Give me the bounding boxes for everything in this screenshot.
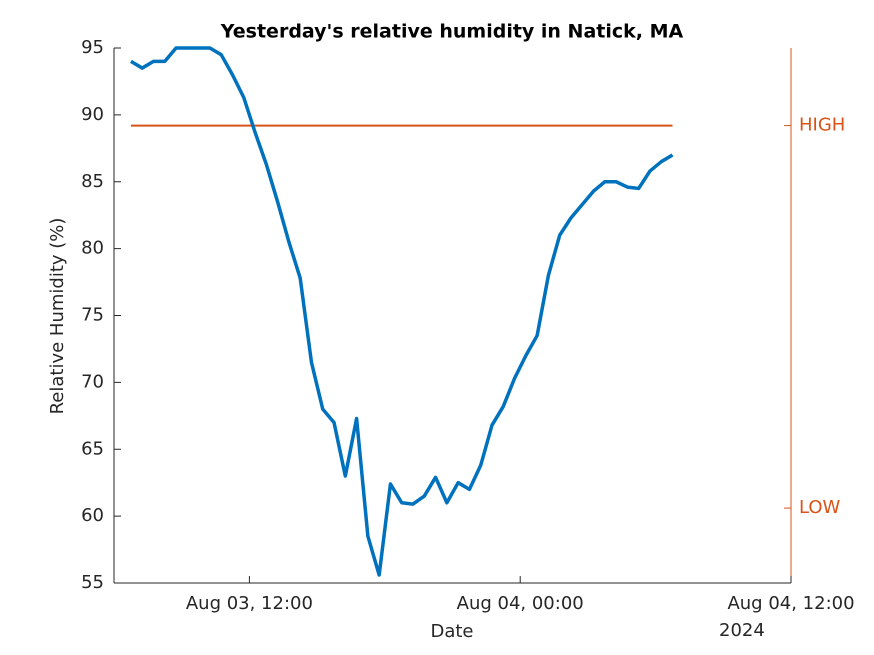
x-axis-label: Date — [430, 621, 473, 642]
y-tick-label: 95 — [81, 37, 104, 58]
y-tick-label: 55 — [81, 572, 104, 593]
y-tick-label: 80 — [81, 238, 104, 259]
y2-tick-label: LOW — [799, 497, 841, 518]
y-tick-label: 65 — [81, 438, 104, 459]
x-tick-label: Aug 03, 12:00 — [186, 593, 313, 614]
x-secondary-label: 2024 — [719, 620, 765, 641]
y-axis-label: Relative Humidity (%) — [47, 218, 68, 415]
y2-tick-label: HIGH — [799, 115, 845, 136]
y-tick-label: 75 — [81, 305, 104, 326]
x-tick-label: Aug 04, 12:00 — [727, 593, 854, 614]
chart-title: Yesterday's relative humidity in Natick,… — [220, 21, 684, 43]
y-tick-label: 85 — [81, 171, 104, 192]
y-tick-label: 90 — [81, 104, 104, 125]
x-tick-label: Aug 04, 00:00 — [457, 593, 584, 614]
data-line — [130, 46, 674, 577]
y-tick-label: 70 — [81, 371, 104, 392]
y-tick-label: 60 — [81, 505, 104, 526]
